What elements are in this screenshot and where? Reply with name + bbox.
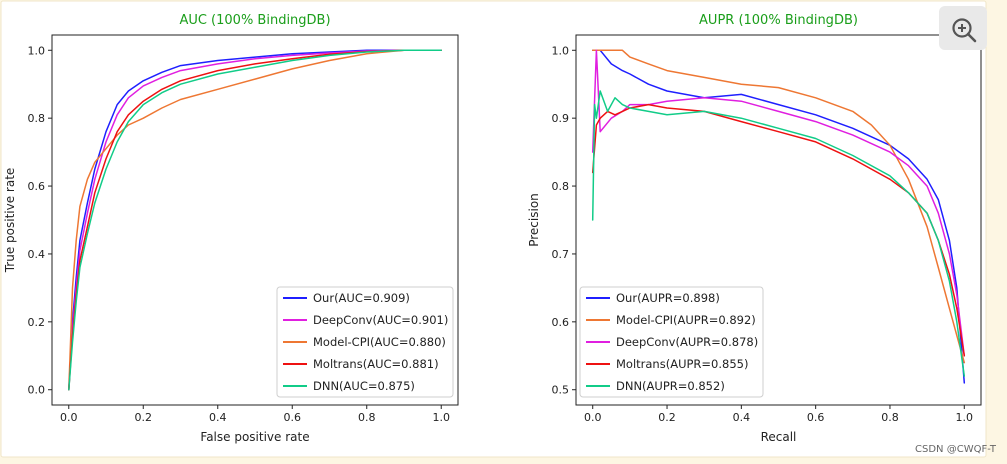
y-tick-label: 0.5 — [552, 384, 570, 397]
y-tick-label: 1.0 — [28, 44, 46, 57]
series-line-2 — [591, 49, 966, 357]
auc-chart: AUC (100% BindingDB) 0.0 0.2 0.4 0.6 0.8 1.0 0.… — [3, 13, 459, 444]
legend-entry: DeepConv(AUPR=0.878) — [616, 335, 758, 349]
zoom-button[interactable] — [939, 6, 987, 50]
y-tick-label: 0.7 — [552, 248, 570, 261]
legend-entry: Our(AUPR=0.898) — [616, 291, 720, 305]
series-line-1 — [591, 49, 966, 364]
y-tick-label: 0.0 — [28, 384, 46, 397]
y-tick-label: 0.8 — [552, 180, 570, 193]
x-tick-label: 0.0 — [60, 411, 78, 424]
series-line-4 — [68, 49, 442, 391]
y-tick-label: 0.2 — [28, 316, 46, 329]
x-tick-label: 0.6 — [807, 411, 825, 424]
x-tick-label: 0.2 — [135, 411, 153, 424]
y-tick-label: 0.9 — [552, 112, 570, 125]
x-tick-label: 0.4 — [209, 411, 227, 424]
series-line-4 — [591, 90, 966, 377]
y-axis-label: True positive rate — [3, 168, 17, 274]
x-tick-label: 0.2 — [658, 411, 676, 424]
legend-entry: DeepConv(AUC=0.901) — [313, 313, 448, 327]
legend-frame — [579, 286, 764, 398]
x-tick-label: 0.8 — [881, 411, 899, 424]
legend-entry: Model-CPI(AUPR=0.892) — [616, 313, 756, 327]
series-line-3 — [68, 49, 442, 391]
legend-entry: DNN(AUPR=0.852) — [616, 379, 725, 393]
legend-entry: Moltrans(AUPR=0.855) — [616, 357, 748, 371]
y-tick-label: 1.0 — [552, 44, 570, 57]
legend-entry: Moltrans(AUC=0.881) — [313, 357, 439, 371]
chart-title: AUPR (100% BindingDB) — [699, 13, 858, 28]
x-axis-label: False positive rate — [200, 430, 309, 444]
legend-entry: Model-CPI(AUC=0.880) — [313, 335, 446, 349]
figure-card — [0, 0, 987, 458]
legend: Our(AUPR=0.898) Model-CPI(AUPR=0.892) Deep… — [579, 286, 764, 398]
x-axis-label: Recall — [761, 430, 797, 444]
series-line-2 — [68, 49, 442, 391]
legend-entry: DNN(AUC=0.875) — [313, 379, 415, 393]
y-tick-label: 0.8 — [28, 112, 46, 125]
x-tick-label: 0.0 — [584, 411, 602, 424]
x-tick-label: 0.8 — [358, 411, 376, 424]
y-tick-label: 0.6 — [552, 316, 570, 329]
axes-frame — [51, 34, 459, 406]
y-axis-label: Precision — [527, 193, 541, 247]
y-tick-label: 0.4 — [28, 248, 46, 261]
x-tick-label: 1.0 — [956, 411, 974, 424]
legend-frame — [276, 286, 454, 398]
x-tick-label: 0.4 — [733, 411, 751, 424]
axes-frame — [575, 34, 982, 406]
watermark-text: CSDN @CWQF-T — [915, 444, 997, 455]
legend-entry: Our(AUC=0.909) — [313, 291, 410, 305]
x-tick-label: 0.6 — [283, 411, 301, 424]
aupr-chart: AUPR (100% BindingDB) 0.0 0.2 0.4 0.6 0.8 1.0 0… — [527, 13, 982, 444]
legend: Our(AUC=0.909) DeepConv(AUC=0.901) Model-C… — [276, 286, 454, 398]
chart-title: AUC (100% BindingDB) — [179, 13, 330, 28]
series-line-1 — [68, 49, 442, 391]
x-tick-label: 1.0 — [432, 411, 450, 424]
series-line-0 — [68, 49, 442, 391]
series-line-0 — [591, 49, 966, 384]
y-tick-label: 0.6 — [28, 180, 46, 193]
zoom-in-icon — [952, 18, 977, 43]
